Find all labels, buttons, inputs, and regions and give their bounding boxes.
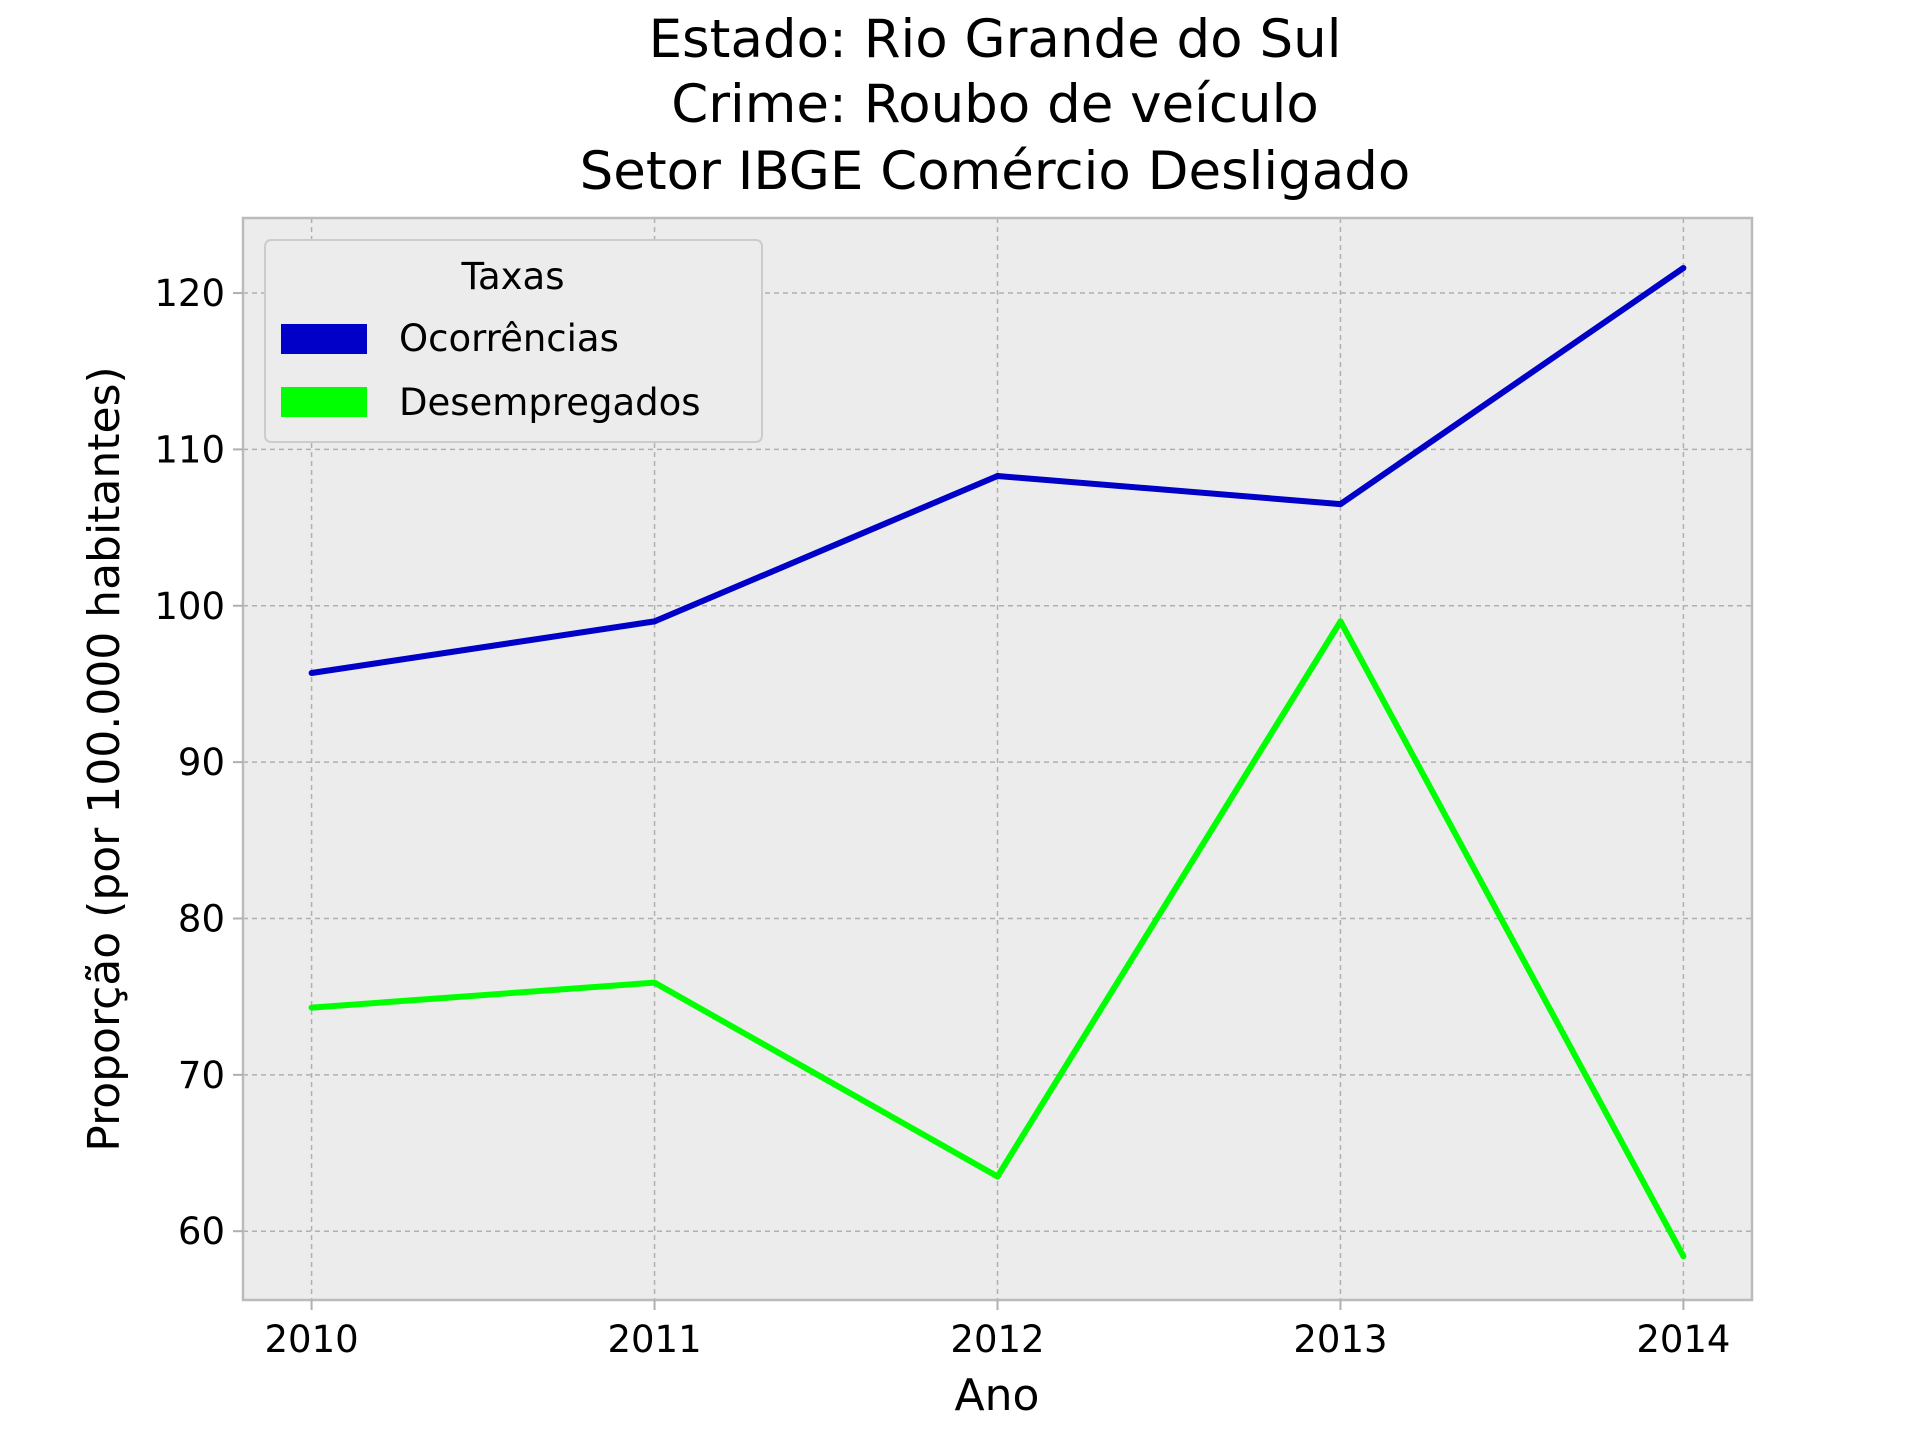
data-point-desempregados [1680, 1253, 1687, 1260]
y-axis-label: Proporção (por 100.000 habitantes) [79, 366, 130, 1151]
y-tick-label: 100 [154, 585, 225, 628]
series-lines [308, 265, 1687, 1260]
x-tick-label: 2010 [265, 1318, 359, 1361]
data-point-ocorrencias [308, 670, 315, 677]
x-tick-label: 2014 [1636, 1318, 1730, 1361]
data-point-ocorrencias [1337, 501, 1344, 508]
x-tick-label: 2011 [607, 1318, 701, 1361]
y-tick-label: 90 [178, 741, 225, 784]
legend-label-desempregados: Desempregados [399, 381, 701, 424]
data-point-desempregados [994, 1173, 1001, 1180]
x-tick-label: 2013 [1293, 1318, 1387, 1361]
y-tick-label: 70 [178, 1054, 225, 1097]
legend: Taxas Ocorrências Desempregados [264, 239, 763, 443]
axis-ticks: 2010 2011 2012 2013 2014 60 70 80 90 100 110 120 [154, 272, 1730, 1361]
x-tick-label: 2012 [950, 1318, 1044, 1361]
legend-entry-ocorrencias: Ocorrências [281, 317, 619, 360]
legend-box [264, 239, 763, 443]
legend-entry-desempregados: Desempregados [281, 381, 701, 424]
legend-title: Taxas [461, 255, 565, 298]
data-point-ocorrencias [1680, 265, 1687, 272]
data-point-desempregados [651, 979, 658, 986]
chart-title: Estado: Rio Grande do Sul Crime: Roubo d… [580, 9, 1411, 202]
y-tick-label: 110 [154, 428, 225, 471]
y-tick-label: 120 [154, 272, 225, 315]
title-line-3: Setor IBGE Comércio Desligado [580, 141, 1411, 202]
title-line-2: Crime: Roubo de veículo [671, 74, 1319, 135]
data-point-ocorrencias [651, 618, 658, 625]
title-line-1: Estado: Rio Grande do Sul [649, 9, 1342, 70]
legend-swatch-ocorrencias [281, 324, 367, 354]
data-point-ocorrencias [994, 472, 1001, 479]
data-point-desempregados [308, 1004, 315, 1011]
legend-swatch-desempregados [281, 387, 367, 417]
y-tick-label: 80 [178, 897, 225, 940]
y-tick-label: 60 [178, 1210, 225, 1253]
legend-label-ocorrencias: Ocorrências [399, 317, 619, 360]
data-point-desempregados [1337, 618, 1344, 625]
x-axis-label: Ano [955, 1370, 1040, 1421]
